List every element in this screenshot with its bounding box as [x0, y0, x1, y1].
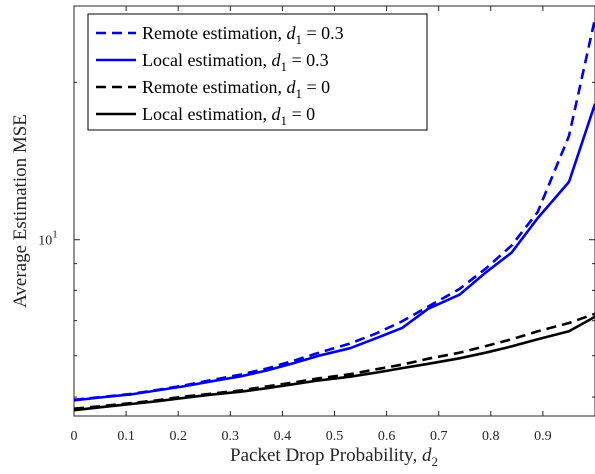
x-tick-label: 0.8	[482, 429, 500, 444]
x-tick-label: 0.6	[378, 429, 396, 444]
x-tick-label: 0.5	[326, 429, 344, 444]
y-tick-label: 101	[38, 229, 58, 249]
x-tick-label: 0.9	[534, 429, 552, 444]
series-layer	[73, 18, 595, 412]
x-tick-label: 0.2	[169, 429, 187, 444]
x-axis-label: Packet Drop Probability, d2	[230, 445, 438, 469]
legend-box	[87, 13, 428, 131]
legend: Remote estimation, d1 = 0.3 Local estimat…	[87, 13, 428, 131]
x-tick-label: 0.7	[430, 429, 448, 444]
legend-label-2: Local estimation, d1 = 0.3	[142, 50, 329, 74]
x-tick-label: 0.1	[117, 429, 135, 444]
x-axis-ticks: 0 0.1 0.2 0.3 0.4 0.5 0.6 0.7 0.8 0.9	[71, 6, 552, 444]
x-tick-label: 0.4	[274, 429, 292, 444]
y-axis-ticks: 101	[38, 229, 595, 249]
series-line-4	[73, 315, 595, 412]
series-line-2	[73, 103, 595, 402]
legend-label-1: Remote estimation, d1 = 0.3	[142, 23, 344, 47]
y-axis-label: Average Estimation MSE	[10, 114, 31, 308]
legend-label-4: Local estimation, d1 = 0	[142, 104, 315, 128]
x-tick-label: 0.3	[222, 429, 240, 444]
legend-label-3: Remote estimation, d1 = 0	[142, 77, 330, 101]
x-tick-label: 0	[71, 429, 78, 444]
